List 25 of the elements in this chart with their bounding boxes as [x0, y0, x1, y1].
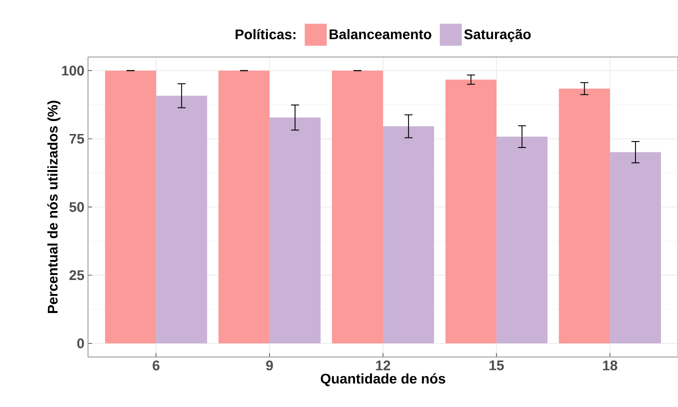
bar [270, 118, 321, 344]
bar [332, 70, 384, 344]
x-tick-label: 18 [603, 360, 618, 370]
y-tick-label: 75 [70, 134, 84, 144]
bar [496, 136, 548, 344]
bar [383, 126, 434, 344]
bar [218, 70, 270, 344]
y-axis-title: Percentual de nós utilizados (%) [47, 100, 60, 314]
x-axis-title: Quantidade de nós [320, 373, 446, 386]
y-tick-label: 50 [69, 202, 84, 212]
legend-title: Políticas: [236, 28, 296, 40]
bar [558, 88, 610, 344]
x-tick-label: 15 [490, 360, 504, 370]
y-tick-label: 0 [77, 338, 84, 348]
legend-label: Balanceamento [330, 29, 432, 40]
y-tick-label: 100 [62, 66, 84, 76]
bar [445, 80, 496, 344]
y-tick-label: 25 [69, 270, 84, 280]
x-tick-label: 12 [376, 360, 390, 370]
x-tick-label: 6 [152, 360, 160, 370]
bar [156, 96, 208, 344]
legend-label: Saturação [464, 29, 531, 42]
x-tick-label: 9 [266, 360, 273, 370]
bar [610, 152, 661, 344]
bar [105, 70, 156, 344]
